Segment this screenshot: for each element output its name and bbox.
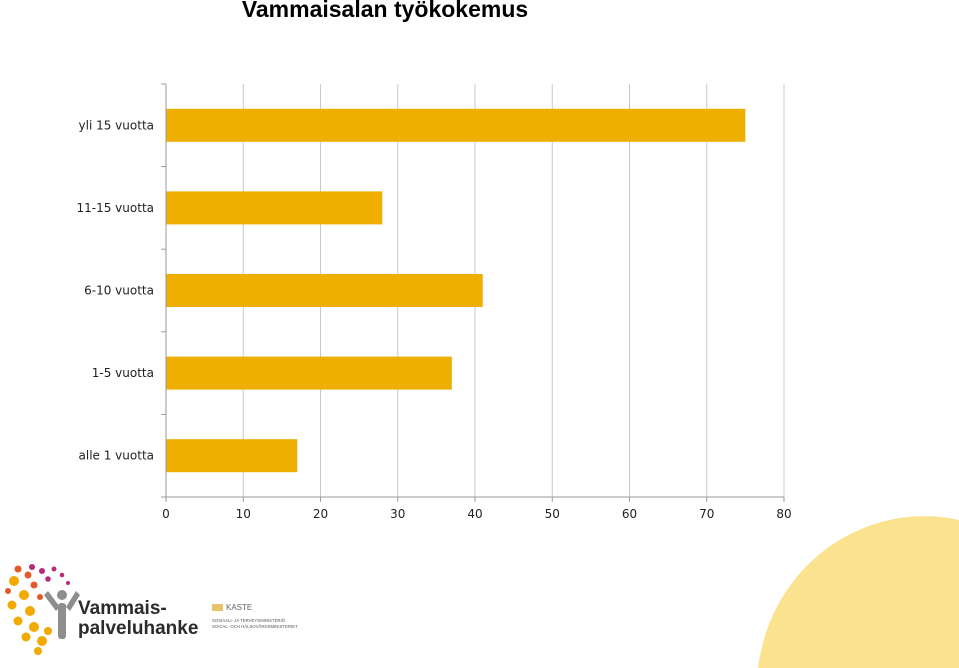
category-label: yli 15 vuotta (79, 118, 154, 132)
chart-title: Vammaisalan työkokemus (241, 0, 529, 22)
logo-line-1: Vammais- (78, 598, 167, 619)
vammaispalveluhanke-logo: Vammais- palveluhanke KASTE SOSIAALI- JA… (0, 555, 320, 665)
category-label: 1-5 vuotta (92, 366, 154, 380)
kaste-ministry-sv: SOCIAL- OCH HÄLSOVÅRDSMINISTERIET (212, 623, 298, 629)
kaste-name: KASTE (226, 603, 253, 612)
bar (166, 356, 452, 390)
bar (166, 439, 298, 473)
bar (166, 108, 746, 142)
x-tick-label: 60 (622, 507, 637, 521)
x-tick-label: 80 (776, 507, 791, 521)
axes (161, 83, 785, 502)
category-label: 11-15 vuotta (77, 201, 155, 215)
kaste-ministry-fi: SOSIAALI- JA TERVEYSMINISTERIÖ (212, 618, 286, 623)
kaste-logo: KASTE SOSIAALI- JA TERVEYSMINISTERIÖ SOC… (212, 603, 322, 629)
bar (166, 191, 383, 225)
corner-shape (758, 516, 959, 668)
x-tick-label: 70 (699, 507, 714, 521)
kaste-mark-icon (212, 604, 223, 611)
x-tick-label: 20 (313, 507, 328, 521)
bars (166, 108, 746, 473)
category-label: alle 1 vuotta (79, 449, 154, 463)
category-label: 6-10 vuotta (84, 284, 154, 298)
bar (166, 274, 483, 307)
x-tick-label: 10 (236, 507, 251, 521)
x-tick-label: 0 (162, 507, 170, 521)
category-labels: yli 15 vuotta 11-15 vuotta 6-10 vuotta 1-5 … (77, 118, 155, 462)
logo-wordmark: Vammais- palveluhanke (78, 599, 198, 639)
x-tick-label: 50 (545, 507, 560, 521)
x-tick-labels: 0 10 20 30 40 50 60 70 80 (162, 507, 791, 521)
x-tick-label: 40 (467, 507, 482, 521)
logo-dots-icon (5, 564, 80, 655)
logo-line-2: palveluhanke (78, 618, 199, 639)
x-tick-label: 30 (390, 507, 405, 521)
